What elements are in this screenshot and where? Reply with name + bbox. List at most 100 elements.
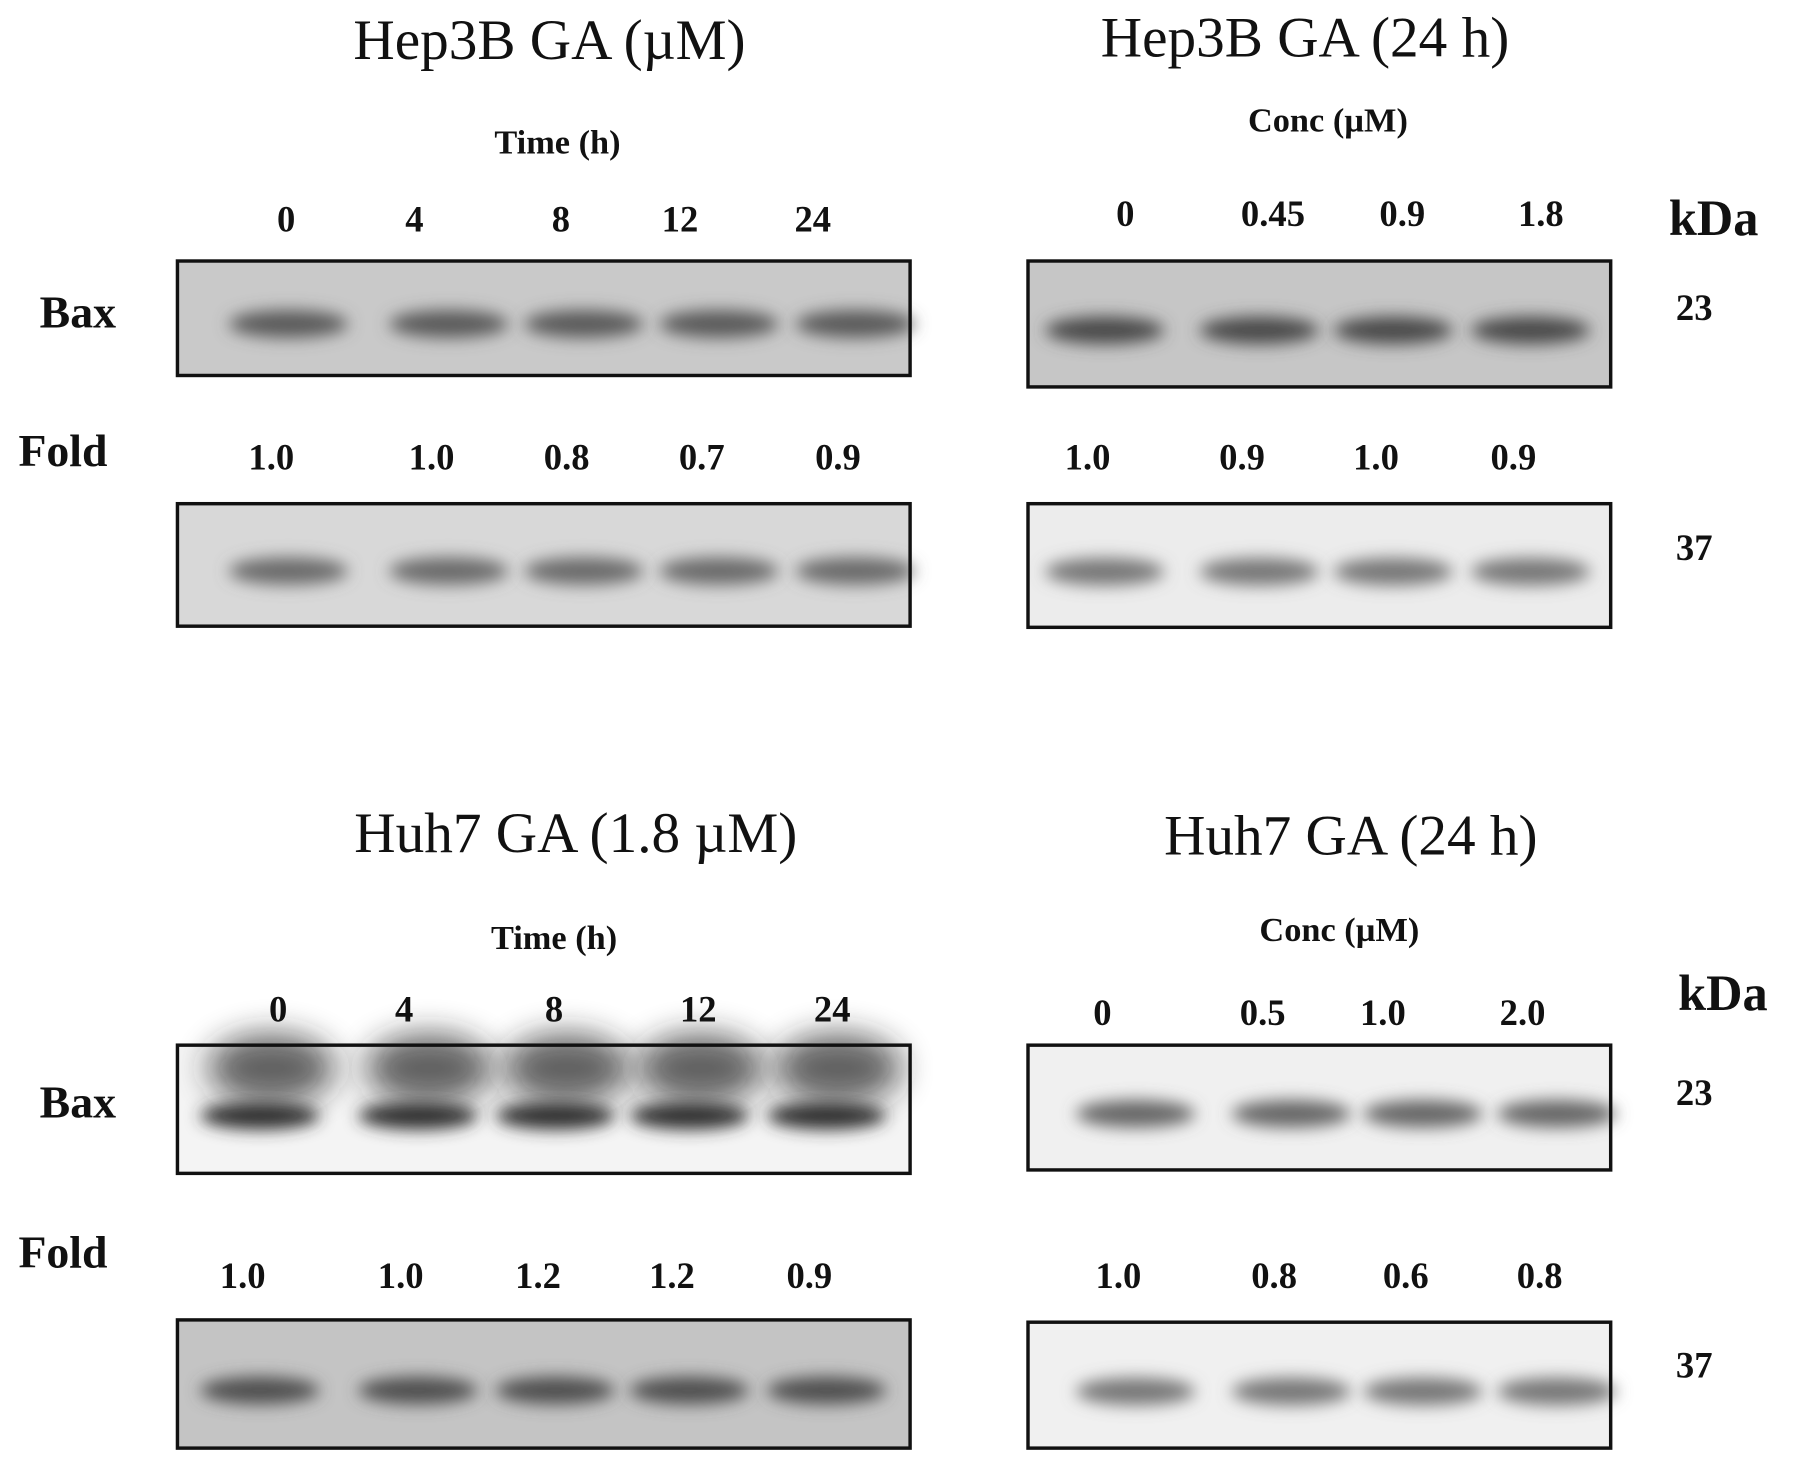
lane-label: 8	[552, 199, 570, 240]
band	[1076, 1377, 1196, 1406]
kda-label: kDa	[1678, 965, 1768, 1021]
lane-label: 24	[814, 989, 851, 1030]
band	[1363, 1377, 1483, 1406]
band	[629, 1376, 749, 1405]
fold-value: 0.8	[1517, 1255, 1563, 1296]
blot	[175, 259, 915, 378]
axis-label: Conc (µM)	[1259, 911, 1419, 949]
fold-value: 0.6	[1383, 1255, 1429, 1296]
band	[1199, 316, 1319, 344]
band	[1199, 557, 1319, 586]
kda-marker: 37	[1676, 1345, 1713, 1386]
band	[1333, 557, 1453, 586]
lane-label: 2.0	[1500, 992, 1546, 1033]
fold-value: 0.9	[786, 1255, 832, 1296]
smear	[775, 1033, 901, 1103]
band	[1497, 1377, 1617, 1406]
smear	[503, 1033, 630, 1103]
fold-value: 1.0	[409, 437, 455, 478]
lane-label: 4	[395, 989, 413, 1030]
band	[524, 557, 644, 585]
lane-label: 4	[405, 199, 423, 240]
band	[1471, 316, 1591, 344]
panel-title: Huh7 GA (24 h)	[1164, 805, 1538, 868]
lane-label: 0	[269, 989, 287, 1030]
lane-label: 0.45	[1241, 193, 1305, 234]
band	[1231, 1100, 1351, 1128]
blot	[1026, 1043, 1617, 1172]
band	[1363, 1100, 1483, 1128]
lane-label: 0	[277, 199, 295, 240]
axis-label: Conc (µM)	[1248, 102, 1408, 140]
band	[1045, 557, 1165, 586]
band	[659, 557, 779, 585]
kda-marker: 37	[1676, 527, 1713, 568]
panel-title: Hep3B GA (µM)	[353, 9, 745, 72]
blot	[175, 501, 915, 628]
band	[495, 1101, 615, 1130]
band	[200, 1101, 320, 1130]
lane-label: 1.0	[1360, 992, 1406, 1033]
fold-value: 1.0	[378, 1255, 424, 1296]
blot-frame	[175, 1318, 912, 1450]
band	[389, 310, 509, 338]
kda-label: kDa	[1669, 190, 1759, 246]
blot	[175, 1318, 912, 1450]
lane-label: 24	[794, 199, 831, 240]
band	[389, 557, 509, 585]
band	[766, 1376, 887, 1405]
panel-title: Hep3B GA (24 h)	[1101, 7, 1509, 70]
fold-value: 0.8	[544, 437, 590, 478]
fold-value: 1.2	[649, 1255, 695, 1296]
band	[358, 1101, 478, 1130]
band	[659, 310, 779, 338]
blot-frame	[175, 501, 912, 628]
kda-marker: 23	[1676, 287, 1713, 328]
band	[524, 310, 644, 338]
row-label: Fold	[18, 1226, 107, 1277]
lane-label: 0.5	[1240, 992, 1286, 1033]
kda-marker: 23	[1676, 1072, 1713, 1113]
fold-value: 0.9	[1490, 437, 1536, 478]
band	[1333, 316, 1453, 344]
smear	[208, 1033, 335, 1103]
band	[228, 557, 349, 585]
band	[1045, 316, 1165, 344]
panel-title: Huh7 GA (1.8 µM)	[354, 802, 797, 865]
band	[1231, 1377, 1351, 1406]
band	[200, 1376, 320, 1405]
blot-frame	[1026, 501, 1613, 630]
smear	[366, 1033, 493, 1103]
fold-value: 0.9	[1219, 437, 1265, 478]
blot	[1026, 501, 1613, 630]
smear	[637, 1033, 764, 1103]
fold-value: 1.0	[220, 1255, 266, 1296]
fold-value: 1.0	[248, 437, 294, 478]
row-label: Fold	[18, 425, 107, 476]
band	[795, 310, 915, 338]
fold-value: 0.9	[815, 437, 861, 478]
row-label: Bax	[40, 287, 116, 338]
lane-label: 12	[680, 989, 717, 1030]
lane-label: 8	[545, 989, 563, 1030]
blot	[1026, 1320, 1617, 1450]
band	[795, 557, 915, 585]
band	[1471, 557, 1591, 586]
axis-label: Time (h)	[494, 123, 620, 161]
lane-label: 0	[1116, 193, 1134, 234]
lane-label: 0.9	[1379, 193, 1425, 234]
lane-label: 12	[662, 199, 699, 240]
band	[495, 1376, 615, 1405]
band	[1497, 1100, 1617, 1128]
blot	[175, 1033, 912, 1176]
row-label: Bax	[40, 1076, 116, 1127]
fold-value: 1.0	[1096, 1255, 1142, 1296]
band	[1076, 1100, 1196, 1128]
blot	[1026, 259, 1613, 389]
fold-value: 0.8	[1251, 1255, 1297, 1296]
band	[766, 1101, 887, 1130]
band	[228, 310, 349, 338]
fold-value: 1.0	[1065, 437, 1111, 478]
